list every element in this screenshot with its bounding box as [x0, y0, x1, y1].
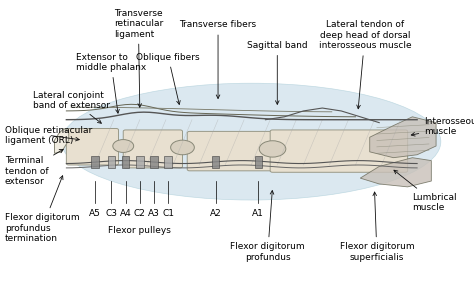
- Text: A4: A4: [120, 209, 131, 218]
- Text: Flexor pulleys: Flexor pulleys: [109, 226, 171, 235]
- Text: Flexor digitorum
profundus: Flexor digitorum profundus: [230, 191, 305, 262]
- Bar: [212, 156, 219, 168]
- Polygon shape: [55, 128, 69, 153]
- Text: Transverse fibers: Transverse fibers: [180, 20, 256, 98]
- Bar: [122, 156, 129, 168]
- FancyBboxPatch shape: [123, 130, 182, 168]
- Bar: [150, 156, 158, 168]
- Bar: [91, 156, 99, 168]
- Text: Lateral tendon of
deep head of dorsal
interosseous muscle: Lateral tendon of deep head of dorsal in…: [319, 20, 411, 109]
- Text: C2: C2: [134, 209, 146, 218]
- Text: Flexor digitorum
profundus
termination: Flexor digitorum profundus termination: [5, 176, 79, 243]
- FancyBboxPatch shape: [187, 131, 275, 171]
- Ellipse shape: [62, 83, 441, 200]
- Text: Oblique fibers: Oblique fibers: [137, 53, 200, 105]
- Text: A1: A1: [252, 209, 264, 218]
- Text: Sagittal band: Sagittal band: [247, 41, 308, 104]
- Bar: [164, 156, 172, 168]
- Text: C3: C3: [105, 209, 118, 218]
- Text: Oblique retinacular
ligament (ORL): Oblique retinacular ligament (ORL): [5, 126, 92, 145]
- Text: Transverse
retinacular
ligament: Transverse retinacular ligament: [114, 9, 163, 107]
- Circle shape: [113, 140, 134, 152]
- Circle shape: [171, 140, 194, 155]
- Polygon shape: [360, 158, 431, 187]
- Text: A2: A2: [210, 209, 221, 218]
- Text: Flexor digitorum
superficialis: Flexor digitorum superficialis: [339, 192, 414, 262]
- Text: A5: A5: [89, 209, 101, 218]
- Bar: [255, 156, 262, 168]
- Text: A3: A3: [148, 209, 160, 218]
- Circle shape: [259, 141, 286, 157]
- Text: Lumbrical
muscle: Lumbrical muscle: [394, 170, 457, 212]
- Polygon shape: [370, 117, 436, 158]
- Bar: [136, 156, 144, 168]
- Text: Extensor to
middle phalanx: Extensor to middle phalanx: [76, 53, 146, 113]
- Text: Interosseous
muscle: Interosseous muscle: [411, 117, 474, 136]
- Text: C1: C1: [162, 209, 174, 218]
- FancyBboxPatch shape: [270, 130, 408, 172]
- Text: Terminal
tendon of
extensor: Terminal tendon of extensor: [5, 149, 63, 186]
- Text: Lateral conjoint
band of extensor: Lateral conjoint band of extensor: [33, 91, 110, 123]
- FancyBboxPatch shape: [66, 128, 118, 165]
- Bar: [108, 156, 115, 168]
